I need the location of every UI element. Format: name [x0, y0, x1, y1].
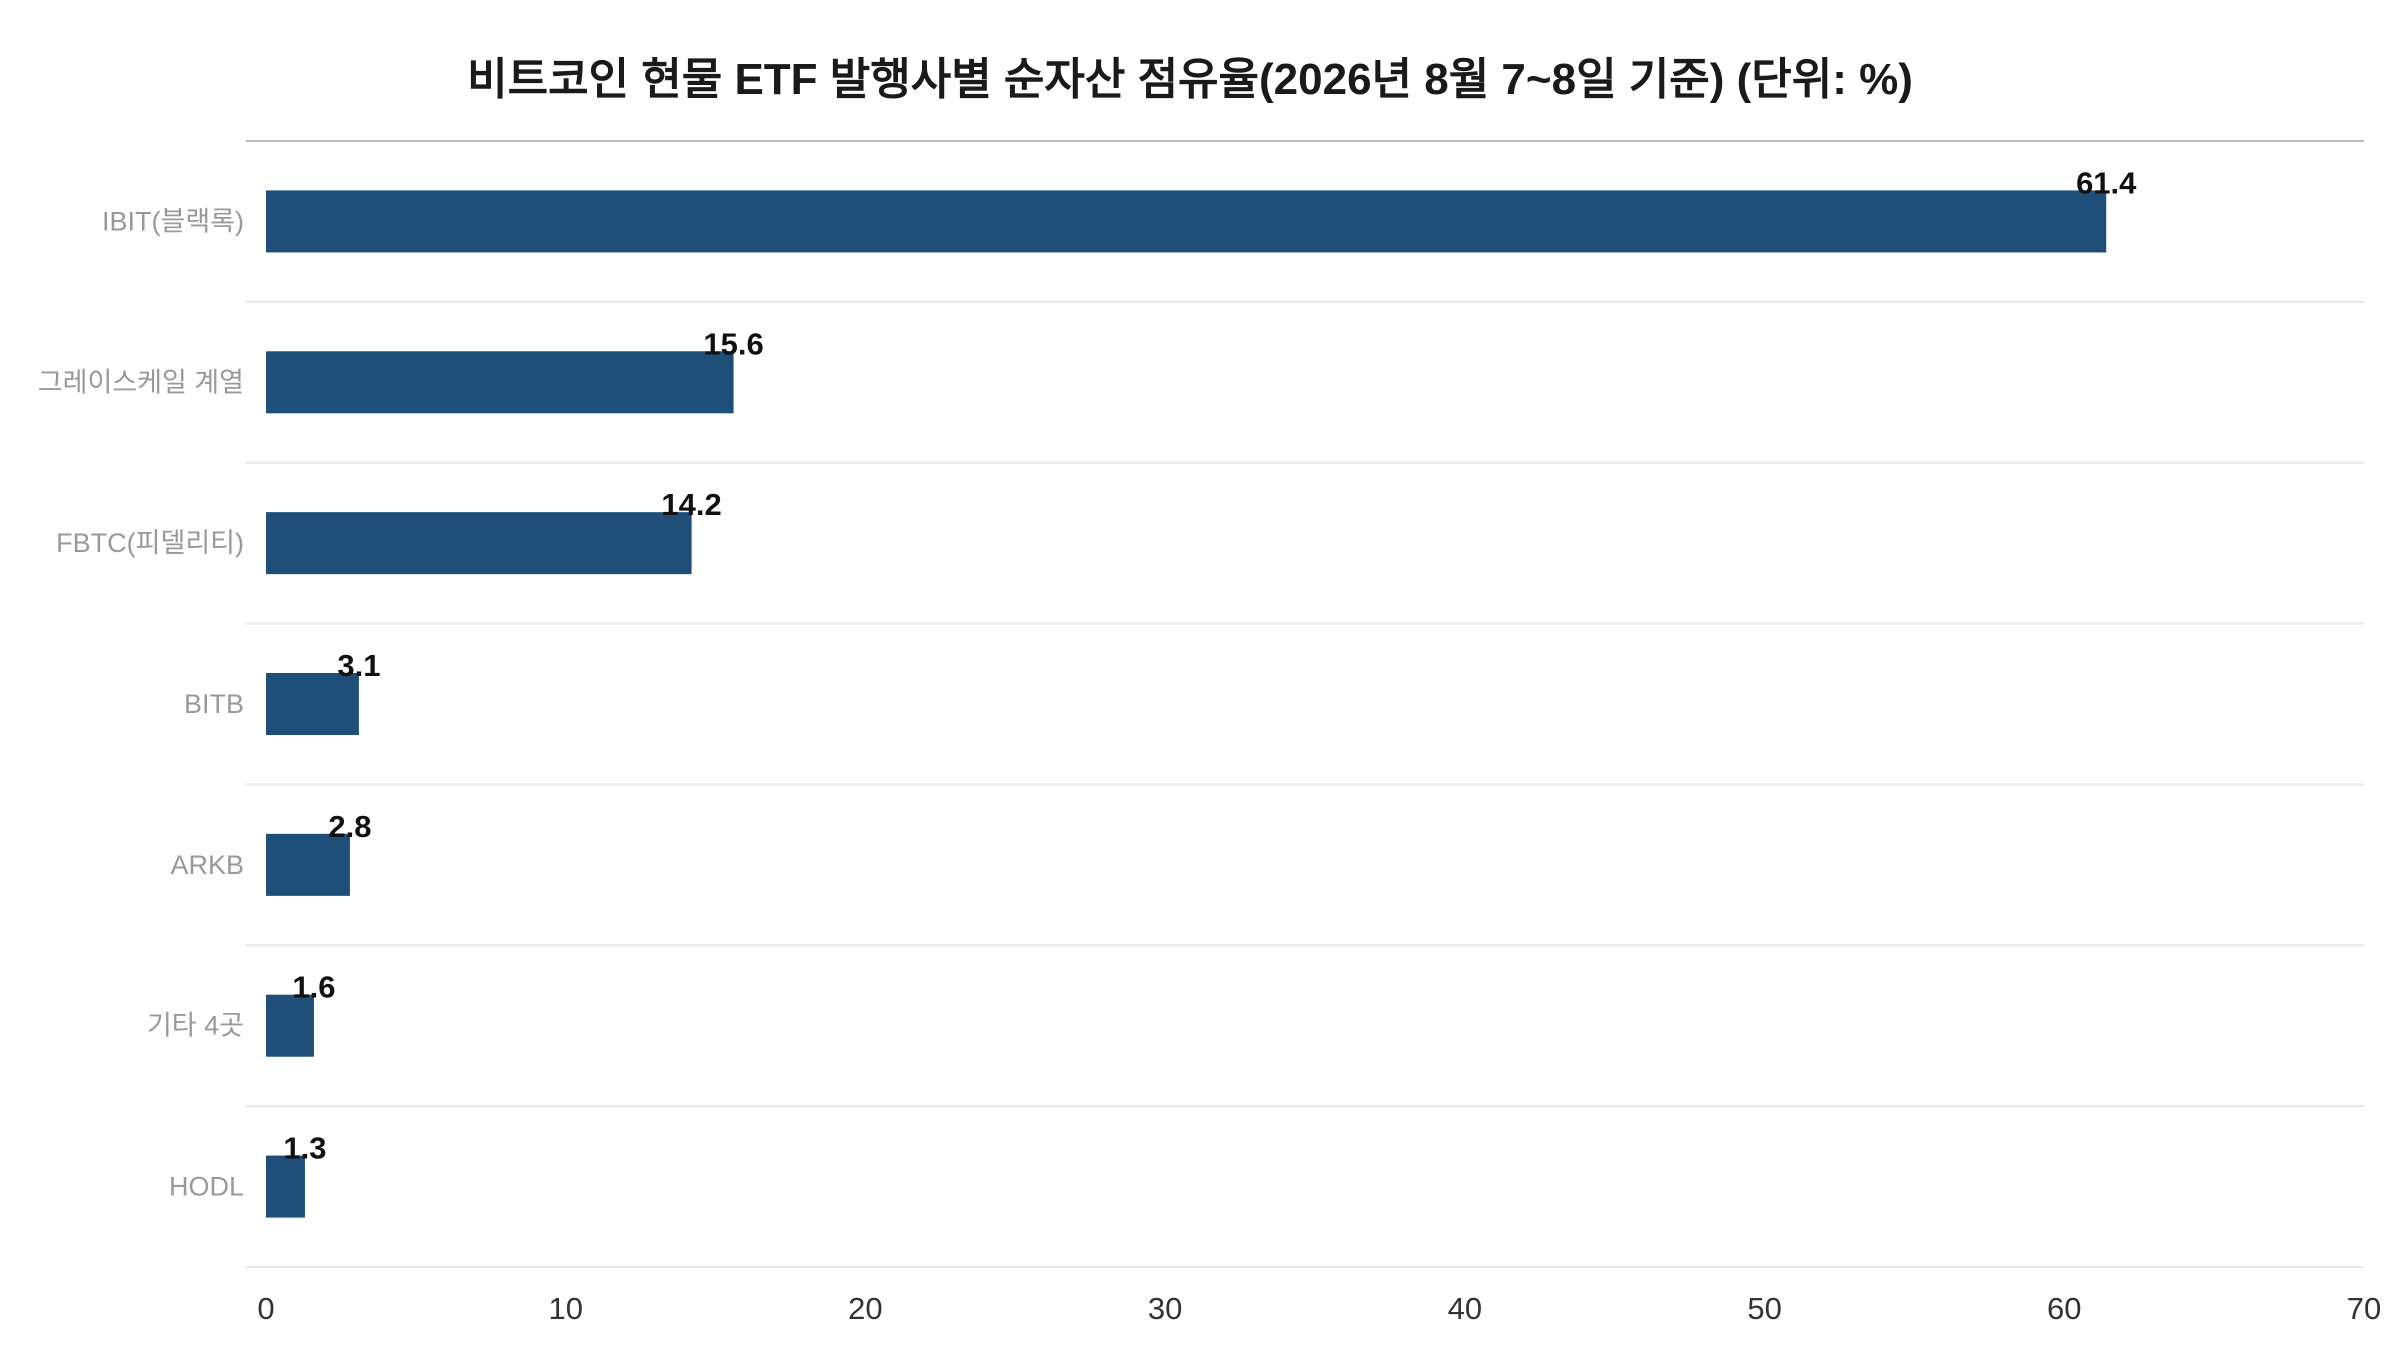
bar [266, 190, 2107, 253]
data-label: 15.6 [703, 326, 763, 361]
x-tick-label: 70 [2347, 1291, 2381, 1326]
data-label: 61.4 [2076, 165, 2137, 200]
x-tick-label: 30 [1148, 1291, 1182, 1326]
category-label: BITB [184, 689, 244, 719]
data-label: 1.6 [292, 970, 335, 1005]
x-tick-label: 50 [1747, 1291, 1781, 1326]
x-tick-label: 40 [1448, 1291, 1482, 1326]
bar [266, 512, 692, 575]
category-label: 그레이스케일 계열 [38, 367, 244, 397]
category-label: IBIT(블랙록) [102, 206, 244, 236]
category-label: ARKB [170, 850, 244, 880]
data-label: 3.1 [337, 648, 380, 683]
x-tick-label: 10 [548, 1291, 582, 1326]
data-label: 2.8 [328, 809, 371, 844]
bar [266, 351, 734, 414]
data-labels: 61.4 15.6 14.2 3.1 2.8 1.6 1.3 [283, 165, 2137, 1165]
bar [266, 833, 350, 896]
category-label: HODL [169, 1172, 244, 1202]
x-tick-label: 20 [848, 1291, 882, 1326]
data-label: 14.2 [661, 487, 721, 522]
x-tick-label: 0 [257, 1291, 274, 1326]
category-label: FBTC(피델리티) [56, 528, 244, 558]
chart-title: 비트코인 현물 ETF 발행사별 순자산 점유율(2026년 8월 7~8일 기… [467, 55, 1913, 104]
x-tick-label: 60 [2047, 1291, 2081, 1326]
category-label: 기타 4곳 [147, 1011, 244, 1041]
grid-lines [246, 300, 2364, 1268]
bar [266, 673, 359, 735]
data-label: 1.3 [283, 1131, 326, 1166]
x-axis-tick-labels: 0 10 20 30 40 50 60 70 [257, 1291, 2381, 1326]
bars [266, 190, 2107, 1218]
bar [266, 1155, 305, 1218]
category-labels: IBIT(블랙록) 그레이스케일 계열 FBTC(피델리티) BITB ARKB 기타 4… [38, 206, 244, 1201]
bar [266, 994, 314, 1057]
